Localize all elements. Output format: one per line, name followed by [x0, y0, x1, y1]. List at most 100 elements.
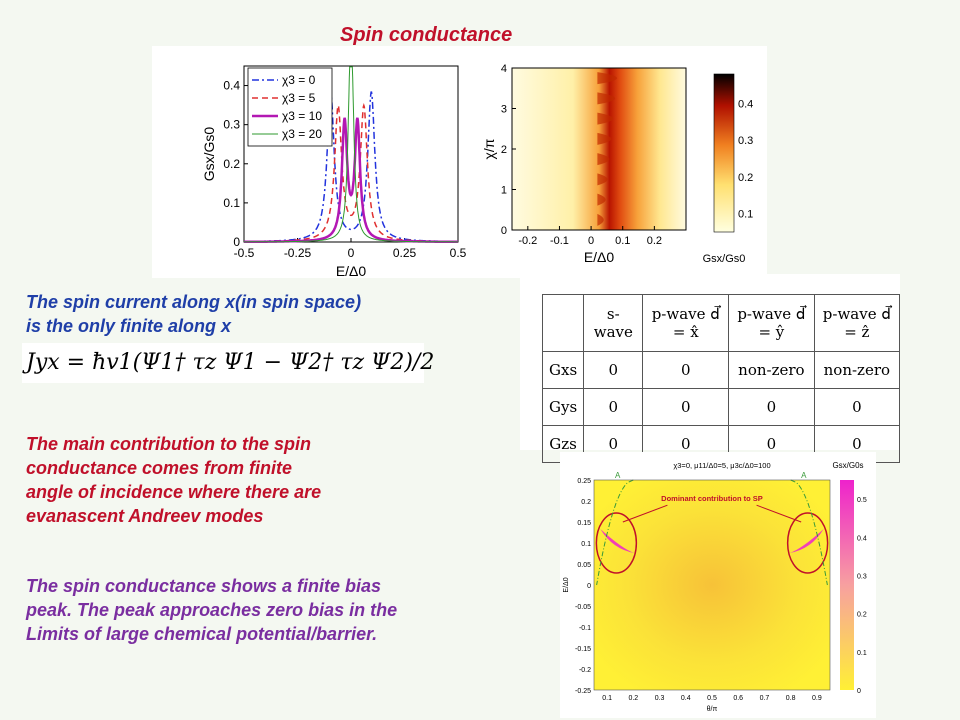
y-tick-label: 0.4 — [223, 79, 240, 93]
bias-peak-text: The spin conductance shows a finite bias… — [26, 574, 397, 646]
x-tick-label: 0.6 — [733, 695, 743, 702]
colorbar-tick-label: 0.3 — [738, 135, 753, 147]
heatmap-ridge — [597, 173, 608, 186]
bias-peak-line: Limits of large chemical potential/barri… — [26, 624, 378, 644]
heatmap-ridge — [597, 112, 614, 125]
annotation-text: Dominant contribution to SP — [661, 494, 763, 503]
table-header-cell: s-wave — [583, 294, 644, 352]
x-tick-label: -0.2 — [518, 235, 537, 247]
y-tick-label: 0.05 — [577, 562, 591, 569]
page-title: Spin conductance — [340, 24, 513, 46]
x-tick-label: 0 — [348, 246, 355, 260]
spin-conductance-heatmap: -0.2 -0.1 0 0.1 0.2 0 1 2 3 4 E/Δ0 χ/π 0.1 0.2 0.3 0.4 G… — [482, 63, 753, 265]
table-row: Gxs 0 0 non-zero non-zero — [541, 351, 901, 389]
spin-current-equation: Jyx = ħv1(Ψ1† τz Ψ1 − Ψ2† τz Ψ2)/2 — [22, 343, 434, 383]
table-cell: 0 — [642, 388, 730, 426]
y-axis-label: Gsx/Gs0 — [201, 127, 217, 182]
y-tick-label: -0.05 — [575, 604, 591, 611]
colorbar-tick-label: 0.1 — [857, 650, 867, 657]
colorbar-label: Gsx/Gs0 — [703, 253, 746, 265]
heatmap-ridge — [597, 72, 618, 85]
x-tick-label: 0.8 — [786, 695, 796, 702]
main-contrib-line: The main contribution to the spin — [26, 434, 311, 454]
legend-label: χ3 = 0 — [282, 73, 316, 87]
main-contrib-line: evanascent Andreev modes — [26, 506, 264, 526]
table-cell: non-zero — [728, 351, 815, 389]
colorbar — [840, 480, 854, 690]
colorbar-label: Gsx/G0s — [832, 461, 863, 470]
top-plots-panel: -0.5 -0.25 0 0.25 0.5 0 0.1 0.2 0.3 0.4 E/Δ0 Gsx/Gs… — [152, 46, 767, 278]
table-header-cell: p-wave d⃗ = x̂ — [642, 294, 730, 352]
symmetry-table: s-wave p-wave d⃗ = x̂ p-wave d⃗ = ŷ p-wa… — [541, 294, 901, 463]
x-tick-label: 0.1 — [602, 695, 612, 702]
colorbar-tick-label: 0 — [857, 688, 861, 695]
hotspot-circle — [786, 512, 829, 574]
y-axis-label: χ/π — [482, 138, 497, 159]
x-tick-label: -0.25 — [284, 246, 312, 260]
x-tick-label: 0.5 — [707, 695, 717, 702]
boundary-curve — [596, 479, 634, 586]
x-tick-label: 0 — [588, 235, 594, 247]
x-tick-label: 0.2 — [628, 695, 638, 702]
y-tick-label: 0 — [587, 583, 591, 590]
x-tick-label: 0.7 — [760, 695, 770, 702]
marker-label: A — [615, 471, 621, 480]
y-tick-label: -0.25 — [575, 688, 591, 695]
y-tick-label: 0.1 — [581, 541, 591, 548]
table-cell: 0 — [583, 388, 644, 426]
colorbar-tick-label: 0.5 — [857, 497, 867, 504]
x-tick-label: -0.1 — [550, 235, 569, 247]
series-line — [244, 66, 458, 243]
y-tick-label: 4 — [501, 63, 507, 75]
spin-current-line-1: The spin current along x(in spin space) — [26, 292, 362, 312]
annotation-arrow — [756, 504, 802, 523]
y-tick-label: -0.1 — [579, 625, 591, 632]
heatmap-ridge — [597, 153, 610, 166]
table-cell: 0 — [813, 388, 901, 426]
boundary-curve — [790, 479, 828, 586]
x-axis-label: θ/π — [707, 706, 718, 713]
bottom-heatmap-panel: χ3=0, μ11/Δ0=5, μ3c/Δ0=100 Dominant contr… — [560, 452, 876, 718]
y-tick-label: 0.25 — [577, 478, 591, 485]
colorbar-tick-label: 0.4 — [857, 535, 867, 542]
y-tick-label: 0.2 — [581, 499, 591, 506]
table-header-row: s-wave p-wave d⃗ = x̂ p-wave d⃗ = ŷ p-wa… — [541, 294, 901, 352]
colorbar — [713, 73, 735, 233]
y-tick-label: 0 — [233, 235, 240, 249]
y-axis-label: E/Δ0 — [563, 577, 570, 592]
main-contrib-line: conductance comes from finite — [26, 458, 293, 478]
symmetry-table-panel: s-wave p-wave d⃗ = x̂ p-wave d⃗ = ŷ p-wa… — [520, 274, 901, 463]
x-tick-label: 0.1 — [615, 235, 630, 247]
x-tick-label: 0.2 — [647, 235, 662, 247]
table-cell: Gys — [541, 388, 585, 426]
legend-label: χ3 = 20 — [282, 127, 322, 141]
plot-frame — [593, 479, 831, 691]
y-tick-label: 0 — [501, 225, 507, 237]
table-row: Gys 0 0 0 0 — [541, 388, 901, 426]
marker-label: A — [801, 471, 807, 480]
x-tick-label: 0.25 — [393, 246, 417, 260]
y-tick-label: 1 — [501, 185, 507, 197]
heatmap-ridge — [597, 193, 606, 206]
x-axis-label: E/Δ0 — [584, 249, 615, 265]
table-header-cell: p-wave d⃗ = ẑ — [813, 294, 901, 352]
colorbar-tick-label: 0.1 — [738, 209, 753, 221]
main-contribution-text: The main contribution to the spin conduc… — [26, 432, 321, 528]
heatmap-ridge — [597, 213, 604, 226]
table-cell: 0 — [642, 351, 730, 389]
colorbar-tick-label: 0.4 — [738, 98, 753, 110]
table-header-cell: p-wave d⃗ = ŷ — [728, 294, 815, 352]
x-tick-label: -0.5 — [234, 246, 255, 260]
spin-current-text: The spin current along x(in spin space) … — [26, 290, 361, 338]
x-axis-label: E/Δ0 — [336, 263, 367, 278]
bias-peak-line: peak. The peak approaches zero bias in t… — [26, 600, 398, 620]
y-tick-label: -0.15 — [575, 646, 591, 653]
y-tick-label: 0.1 — [223, 196, 240, 210]
bias-peak-line: The spin conductance shows a finite bias — [26, 576, 382, 596]
equation-text: Jyx = ħv1(Ψ1† τz Ψ1 − Ψ2† τz Ψ2)/2 — [26, 350, 435, 375]
main-contrib-line: angle of incidence where there are — [26, 482, 322, 502]
y-tick-label: 0.3 — [223, 118, 240, 132]
legend-label: χ3 = 10 — [282, 109, 322, 123]
spin-conductance-line-chart: -0.5 -0.25 0 0.25 0.5 0 0.1 0.2 0.3 0.4 E/Δ0 Gsx/Gs… — [201, 65, 467, 278]
hotspot-circle — [595, 512, 638, 574]
